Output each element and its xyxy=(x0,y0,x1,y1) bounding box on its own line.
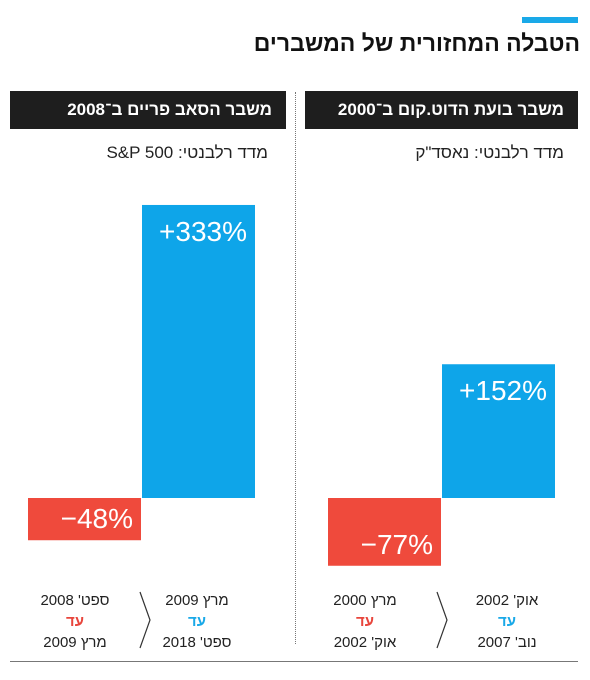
period-dotcom-recovery: אוק' 2002 עד נוב' 2007 xyxy=(462,590,552,653)
page-title: הטבלה המחזורית של המשברים xyxy=(253,30,580,56)
panel-header-subprime: משבר הסאב פריים ב־2008 xyxy=(10,91,286,129)
period-to: מרץ 2009 xyxy=(43,634,107,651)
period-to: אוק' 2002 xyxy=(333,634,397,651)
period-from: מרץ 2000 xyxy=(333,592,397,609)
period-until: עד xyxy=(355,613,374,630)
decline-label-1: −48% xyxy=(61,503,133,534)
period-bracket-0 xyxy=(436,591,448,649)
bottom-rule xyxy=(10,661,578,662)
decline-bar-0 xyxy=(328,498,441,566)
period-from: ספט' 2008 xyxy=(40,592,110,609)
panel-subtitle-dotcom: מדד רלבנטי: נאסד"ק xyxy=(415,143,564,162)
period-until: עד xyxy=(497,613,516,630)
accent-bar xyxy=(522,17,578,23)
period-until: עד xyxy=(65,613,84,630)
period-subprime-decline: ספט' 2008 עד מרץ 2009 xyxy=(30,590,120,653)
recovery-label-0: +152% xyxy=(459,375,547,406)
period-from: מרץ 2009 xyxy=(165,592,229,609)
period-to: ספט' 2018 xyxy=(162,634,232,651)
period-until: עד xyxy=(187,613,206,630)
recovery-bar-1 xyxy=(142,204,255,498)
panel-subtitle-subprime: מדד רלבנטי: S&P 500 xyxy=(106,143,268,162)
decline-label-0: −77% xyxy=(361,529,433,560)
panel-header-dotcom: משבר בועת הדוט.קום ב־2000 xyxy=(305,91,578,129)
recovery-label-1: +333% xyxy=(159,216,247,247)
period-dotcom-decline: מרץ 2000 עד אוק' 2002 xyxy=(320,590,410,653)
period-to: נוב' 2007 xyxy=(477,634,537,651)
panel-divider xyxy=(295,92,296,644)
period-subprime-recovery: מרץ 2009 עד ספט' 2018 xyxy=(152,590,242,653)
period-bracket-1 xyxy=(139,591,151,649)
period-from: אוק' 2002 xyxy=(475,592,539,609)
decline-bar-1 xyxy=(28,498,141,541)
recovery-bar-0 xyxy=(442,364,555,498)
